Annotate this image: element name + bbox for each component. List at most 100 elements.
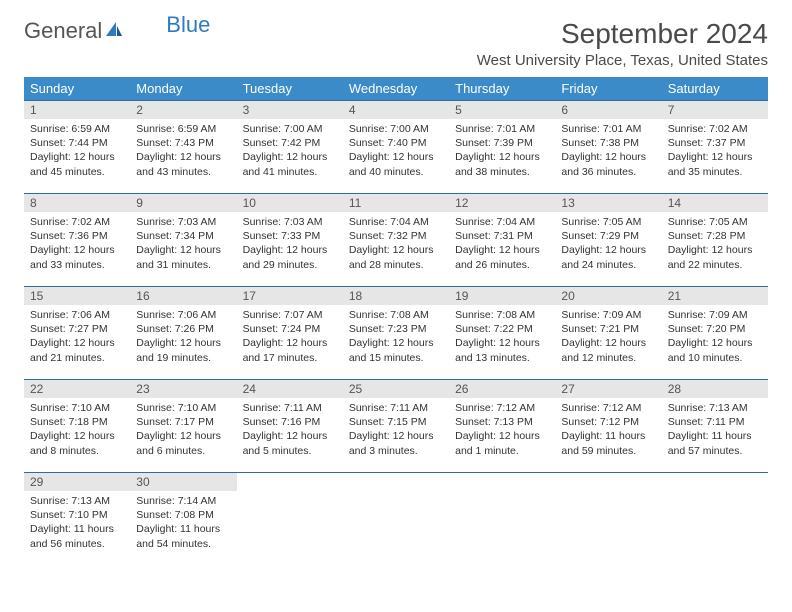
day-number: 6 bbox=[555, 101, 661, 119]
day-content: Sunrise: 7:13 AMSunset: 7:10 PMDaylight:… bbox=[24, 491, 130, 565]
sunset-line: Sunset: 7:15 PM bbox=[349, 415, 443, 429]
daylight-line: and 29 minutes. bbox=[243, 258, 337, 272]
daylight-line: Daylight: 12 hours bbox=[668, 243, 762, 257]
day-number: 1 bbox=[24, 101, 130, 119]
daynum-cell: 11 bbox=[343, 194, 449, 213]
daylight-line: and 8 minutes. bbox=[30, 444, 124, 458]
calendar-page: General Blue September 2024 West Univers… bbox=[0, 0, 792, 583]
sunset-line: Sunset: 7:27 PM bbox=[30, 322, 124, 336]
sunrise-line: Sunrise: 6:59 AM bbox=[136, 122, 230, 136]
sunset-line: Sunset: 7:29 PM bbox=[561, 229, 655, 243]
daylight-line: and 6 minutes. bbox=[136, 444, 230, 458]
daylight-line: Daylight: 12 hours bbox=[349, 336, 443, 350]
day-number: 19 bbox=[449, 287, 555, 305]
day-content: Sunrise: 6:59 AMSunset: 7:44 PMDaylight:… bbox=[24, 119, 130, 193]
sunset-line: Sunset: 7:18 PM bbox=[30, 415, 124, 429]
day-content: Sunrise: 7:04 AMSunset: 7:32 PMDaylight:… bbox=[343, 212, 449, 286]
day-cell: Sunrise: 7:05 AMSunset: 7:29 PMDaylight:… bbox=[555, 212, 661, 287]
calendar-body: 1234567Sunrise: 6:59 AMSunset: 7:44 PMDa… bbox=[24, 101, 768, 566]
daylight-line: Daylight: 12 hours bbox=[668, 150, 762, 164]
day-content: Sunrise: 7:05 AMSunset: 7:28 PMDaylight:… bbox=[662, 212, 768, 286]
logo-text-2: Blue bbox=[166, 12, 210, 38]
daylight-line: Daylight: 12 hours bbox=[243, 150, 337, 164]
sunset-line: Sunset: 7:37 PM bbox=[668, 136, 762, 150]
day-content: Sunrise: 7:11 AMSunset: 7:16 PMDaylight:… bbox=[237, 398, 343, 472]
daynum-cell: 17 bbox=[237, 287, 343, 306]
day-number: 11 bbox=[343, 194, 449, 212]
daylight-line: Daylight: 12 hours bbox=[349, 243, 443, 257]
sunrise-line: Sunrise: 7:12 AM bbox=[455, 401, 549, 415]
day-cell: Sunrise: 7:03 AMSunset: 7:33 PMDaylight:… bbox=[237, 212, 343, 287]
day-cell: Sunrise: 7:14 AMSunset: 7:08 PMDaylight:… bbox=[130, 491, 236, 565]
day-number: 18 bbox=[343, 287, 449, 305]
day-cell bbox=[555, 491, 661, 565]
sunset-line: Sunset: 7:33 PM bbox=[243, 229, 337, 243]
day-number: 3 bbox=[237, 101, 343, 119]
daylight-line: Daylight: 11 hours bbox=[668, 429, 762, 443]
daynum-cell: 4 bbox=[343, 101, 449, 120]
sunset-line: Sunset: 7:38 PM bbox=[561, 136, 655, 150]
daynum-cell: 13 bbox=[555, 194, 661, 213]
day-cell: Sunrise: 7:10 AMSunset: 7:17 PMDaylight:… bbox=[130, 398, 236, 473]
day-cell: Sunrise: 7:12 AMSunset: 7:13 PMDaylight:… bbox=[449, 398, 555, 473]
daylight-line: and 43 minutes. bbox=[136, 165, 230, 179]
logo-sail-icon bbox=[104, 18, 124, 44]
daynum-cell: 10 bbox=[237, 194, 343, 213]
day-number: 22 bbox=[24, 380, 130, 398]
day-content: Sunrise: 7:05 AMSunset: 7:29 PMDaylight:… bbox=[555, 212, 661, 286]
day-content: Sunrise: 7:10 AMSunset: 7:18 PMDaylight:… bbox=[24, 398, 130, 472]
sunset-line: Sunset: 7:12 PM bbox=[561, 415, 655, 429]
weekday-header: Thursday bbox=[449, 77, 555, 101]
daynum-cell bbox=[662, 473, 768, 492]
daynum-cell: 26 bbox=[449, 380, 555, 399]
day-cell: Sunrise: 7:13 AMSunset: 7:10 PMDaylight:… bbox=[24, 491, 130, 565]
sunrise-line: Sunrise: 7:14 AM bbox=[136, 494, 230, 508]
day-cell: Sunrise: 7:12 AMSunset: 7:12 PMDaylight:… bbox=[555, 398, 661, 473]
sunset-line: Sunset: 7:24 PM bbox=[243, 322, 337, 336]
day-cell: Sunrise: 7:04 AMSunset: 7:31 PMDaylight:… bbox=[449, 212, 555, 287]
day-number: 29 bbox=[24, 473, 130, 491]
sunset-line: Sunset: 7:10 PM bbox=[30, 508, 124, 522]
day-content: Sunrise: 7:07 AMSunset: 7:24 PMDaylight:… bbox=[237, 305, 343, 379]
daylight-line: and 45 minutes. bbox=[30, 165, 124, 179]
day-content: Sunrise: 7:08 AMSunset: 7:22 PMDaylight:… bbox=[449, 305, 555, 379]
daynum-row: 2930 bbox=[24, 473, 768, 492]
content-row: Sunrise: 7:10 AMSunset: 7:18 PM Daylight:… bbox=[24, 398, 768, 473]
daylight-line: and 24 minutes. bbox=[561, 258, 655, 272]
sunrise-line: Sunrise: 7:02 AM bbox=[30, 215, 124, 229]
day-cell: Sunrise: 7:03 AMSunset: 7:34 PMDaylight:… bbox=[130, 212, 236, 287]
day-content: Sunrise: 7:12 AMSunset: 7:13 PMDaylight:… bbox=[449, 398, 555, 472]
sunset-line: Sunset: 7:26 PM bbox=[136, 322, 230, 336]
daynum-cell: 27 bbox=[555, 380, 661, 399]
daylight-line: and 21 minutes. bbox=[30, 351, 124, 365]
daylight-line: Daylight: 12 hours bbox=[561, 336, 655, 350]
month-title: September 2024 bbox=[477, 18, 768, 50]
daynum-cell: 30 bbox=[130, 473, 236, 492]
day-number: 5 bbox=[449, 101, 555, 119]
day-number: 30 bbox=[130, 473, 236, 491]
daynum-cell: 2 bbox=[130, 101, 236, 120]
sunrise-line: Sunrise: 7:08 AM bbox=[349, 308, 443, 322]
day-cell: Sunrise: 7:08 AMSunset: 7:23 PMDaylight:… bbox=[343, 305, 449, 380]
day-content: Sunrise: 7:08 AMSunset: 7:23 PMDaylight:… bbox=[343, 305, 449, 379]
daylight-line: and 17 minutes. bbox=[243, 351, 337, 365]
sunrise-line: Sunrise: 7:03 AM bbox=[243, 215, 337, 229]
sunset-line: Sunset: 7:13 PM bbox=[455, 415, 549, 429]
daylight-line: Daylight: 12 hours bbox=[136, 150, 230, 164]
day-cell: Sunrise: 7:05 AMSunset: 7:28 PMDaylight:… bbox=[662, 212, 768, 287]
daylight-line: Daylight: 12 hours bbox=[243, 243, 337, 257]
day-content: Sunrise: 7:04 AMSunset: 7:31 PMDaylight:… bbox=[449, 212, 555, 286]
daylight-line: and 56 minutes. bbox=[30, 537, 124, 551]
day-content: Sunrise: 7:00 AMSunset: 7:42 PMDaylight:… bbox=[237, 119, 343, 193]
daynum-row: 1234567 bbox=[24, 101, 768, 120]
daynum-cell: 1 bbox=[24, 101, 130, 120]
daynum-cell bbox=[449, 473, 555, 492]
sunset-line: Sunset: 7:34 PM bbox=[136, 229, 230, 243]
day-content: Sunrise: 7:09 AMSunset: 7:20 PMDaylight:… bbox=[662, 305, 768, 379]
sunrise-line: Sunrise: 7:00 AM bbox=[243, 122, 337, 136]
day-number: 13 bbox=[555, 194, 661, 212]
day-content: Sunrise: 7:01 AMSunset: 7:39 PMDaylight:… bbox=[449, 119, 555, 193]
daylight-line: and 31 minutes. bbox=[136, 258, 230, 272]
day-number: 21 bbox=[662, 287, 768, 305]
sunrise-line: Sunrise: 7:10 AM bbox=[30, 401, 124, 415]
